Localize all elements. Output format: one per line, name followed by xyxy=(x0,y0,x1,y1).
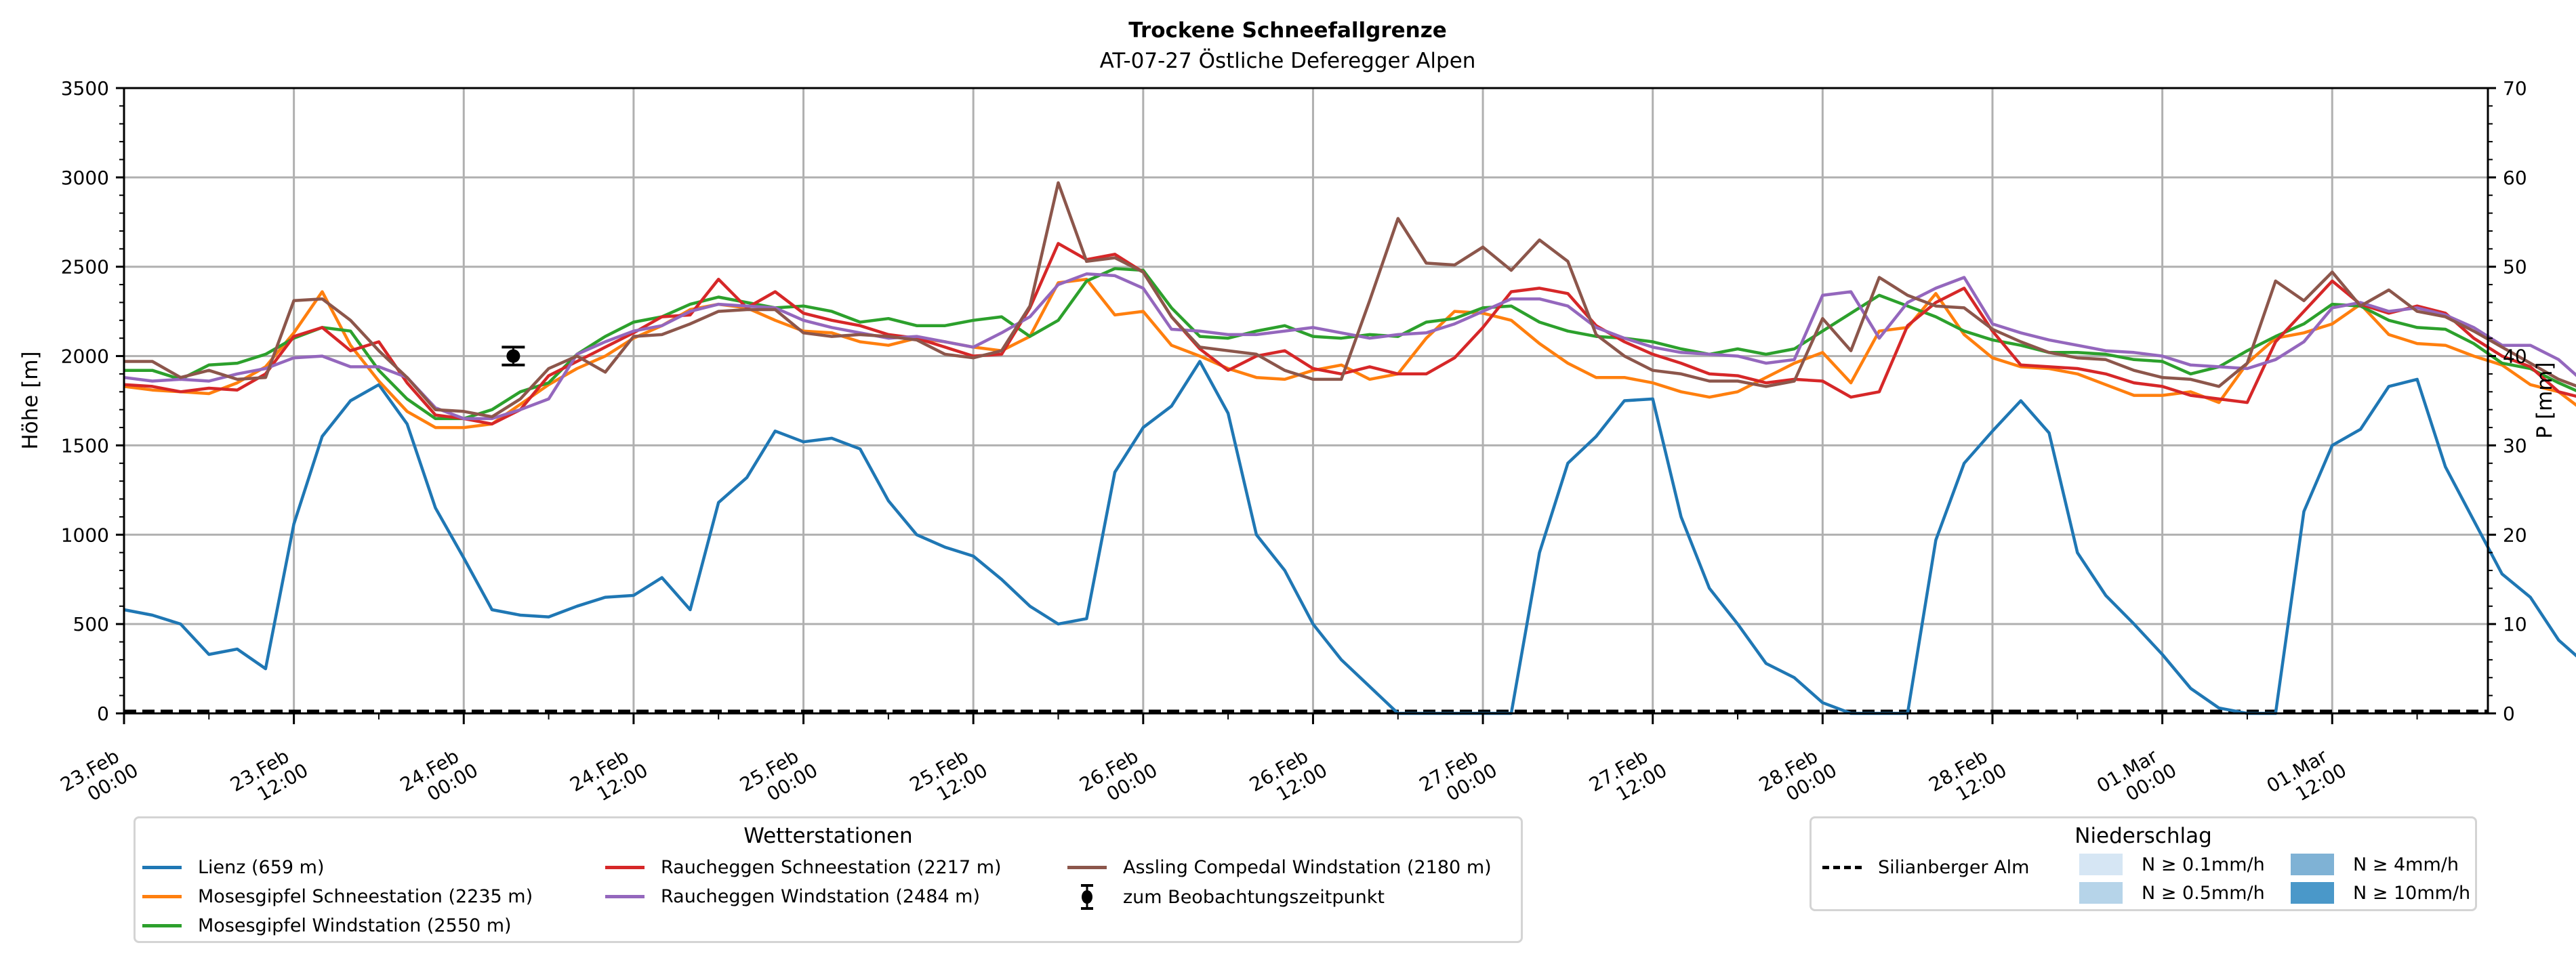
series-line-mosesgipfel-schneestation-2235-m xyxy=(123,277,2576,430)
legend-label: Silianberger Alm xyxy=(1878,857,2030,878)
y-tick-label: 3000 xyxy=(61,167,109,189)
y-right-tick-label: 60 xyxy=(2503,167,2527,189)
x-tick-label: 24.Feb12:00 xyxy=(566,740,651,815)
y-right-tick-label: 20 xyxy=(2503,524,2527,546)
legend-swatch xyxy=(605,866,645,869)
legend-swatch xyxy=(142,895,182,898)
x-tick-label: 01.Mar00:00 xyxy=(2093,740,2180,816)
legend-label: N ≥ 10mm/h xyxy=(2353,882,2471,904)
legend-entry-precip-0-5: N ≥ 0.5mm/h xyxy=(2079,882,2265,904)
y-right-tick-label: 50 xyxy=(2503,256,2527,278)
y-tick-label: 3500 xyxy=(61,77,109,100)
y-right-tick-label: 30 xyxy=(2503,434,2527,457)
x-tick-label: 26.Feb12:00 xyxy=(1246,740,1331,815)
observation-point xyxy=(506,349,520,363)
series-layer xyxy=(123,181,2576,715)
y-right-tick-label: 70 xyxy=(2503,77,2527,100)
legend-entry-observation: zum Beobachtungszeitpunkt xyxy=(1067,883,1385,911)
y-tick-label: 1500 xyxy=(61,434,109,457)
x-tick-label: 23.Feb12:00 xyxy=(226,740,312,815)
series-line-lienz-659-m xyxy=(123,360,2576,715)
precip-swatch xyxy=(2079,854,2123,875)
legend-entry-mosesgipfel-schnee: Mosesgipfel Schneestation (2235 m) xyxy=(142,886,533,907)
legend-label: N ≥ 4mm/h xyxy=(2353,854,2459,875)
x-tick-label: 23.Feb00:00 xyxy=(56,740,142,815)
legend-swatch xyxy=(605,895,645,898)
chart-title: Trockene Schneefallgrenze xyxy=(1128,18,1447,43)
legend-entry-precip-0-1: N ≥ 0.1mm/h xyxy=(2079,854,2265,875)
legend-entry-mosesgipfel-wind: Mosesgipfel Windstation (2550 m) xyxy=(142,915,512,936)
legend-stations-title: Wetterstationen xyxy=(743,824,913,848)
legend-swatch xyxy=(142,924,182,927)
y-tick-label: 0 xyxy=(97,703,109,725)
y-axis-right-label: P [mm] xyxy=(2533,362,2557,438)
legend-label: Assling Compedal Windstation (2180 m) xyxy=(1123,857,1492,878)
x-tick-label: 25.Feb00:00 xyxy=(736,740,821,815)
legend-label: Lienz (659 m) xyxy=(198,857,325,878)
x-tick-label: 01.Mar12:00 xyxy=(2263,740,2350,816)
legend-entry-raucheggen-schnee: Raucheggen Schneestation (2217 m) xyxy=(605,857,1002,878)
plot-frame xyxy=(123,87,2489,715)
x-tick-label: 25.Feb12:00 xyxy=(906,740,991,815)
y-tick-label: 2500 xyxy=(61,256,109,278)
x-tick-label: 26.Feb00:00 xyxy=(1076,740,1161,815)
y-right-tick-label: 40 xyxy=(2503,346,2527,368)
legend-label: N ≥ 0.1mm/h xyxy=(2142,854,2265,875)
legend-precip: Niederschlag Silianberger Alm N ≥ 0.1mm/… xyxy=(1810,816,2477,911)
legend-label: Mosesgipfel Schneestation (2235 m) xyxy=(198,886,533,907)
legend-entry-assling: Assling Compedal Windstation (2180 m) xyxy=(1067,857,1492,878)
legend-stations: Wetterstationen Lienz (659 m) Mosesgipfe… xyxy=(134,816,1523,943)
legend-entry-raucheggen-wind: Raucheggen Windstation (2484 m) xyxy=(605,886,980,907)
legend-entry-precip-4: N ≥ 4mm/h xyxy=(2291,854,2459,875)
y-axis-label: Höhe [m] xyxy=(18,351,43,449)
series-line-assling-compedal-windstation-2180-m xyxy=(124,181,2576,419)
legend-swatch xyxy=(1067,866,1107,869)
precip-swatch xyxy=(2291,854,2334,875)
y-right-tick-label: 0 xyxy=(2503,703,2515,725)
dashed-line-swatch xyxy=(1822,866,1862,869)
y-right-tick-label: 10 xyxy=(2503,613,2527,635)
chart-subtitle: AT-07-27 Östliche Deferegger Alpen xyxy=(1100,48,1476,73)
x-tick-label: 24.Feb00:00 xyxy=(396,740,482,815)
y-tick-label: 1000 xyxy=(61,524,109,546)
legend-entry-silianberger: Silianberger Alm xyxy=(1822,857,2029,878)
y-tick-label: 2000 xyxy=(61,346,109,368)
observation-marker-layer xyxy=(502,346,525,367)
legend-entry-lienz: Lienz (659 m) xyxy=(142,857,325,878)
axes: 0 0 500 10 1000 20 1500 30 2000 40 2500 50 3000 60 350… xyxy=(56,77,2527,816)
x-tick-label: 28.Feb12:00 xyxy=(1925,740,2010,815)
legend-label: Raucheggen Windstation (2484 m) xyxy=(661,886,980,907)
x-tick-label: 27.Feb00:00 xyxy=(1416,740,1501,815)
precip-swatch xyxy=(2079,882,2123,904)
x-tick-label: 28.Feb00:00 xyxy=(1755,740,1841,815)
legend-precip-title: Niederschlag xyxy=(2074,824,2212,848)
precip-swatch xyxy=(2291,882,2334,904)
legend-swatch xyxy=(142,866,182,869)
legend-label: N ≥ 0.5mm/h xyxy=(2142,882,2265,904)
legend-label: zum Beobachtungszeitpunkt xyxy=(1123,886,1385,908)
legend-label: Mosesgipfel Windstation (2550 m) xyxy=(198,915,512,936)
x-tick-label: 27.Feb12:00 xyxy=(1585,740,1671,815)
legend-entry-precip-10: N ≥ 10mm/h xyxy=(2291,882,2470,904)
errorbar-icon xyxy=(1067,883,1107,911)
gridlines xyxy=(124,88,2488,713)
legend-label: Raucheggen Schneestation (2217 m) xyxy=(661,857,1002,878)
y-tick-label: 500 xyxy=(73,613,109,635)
